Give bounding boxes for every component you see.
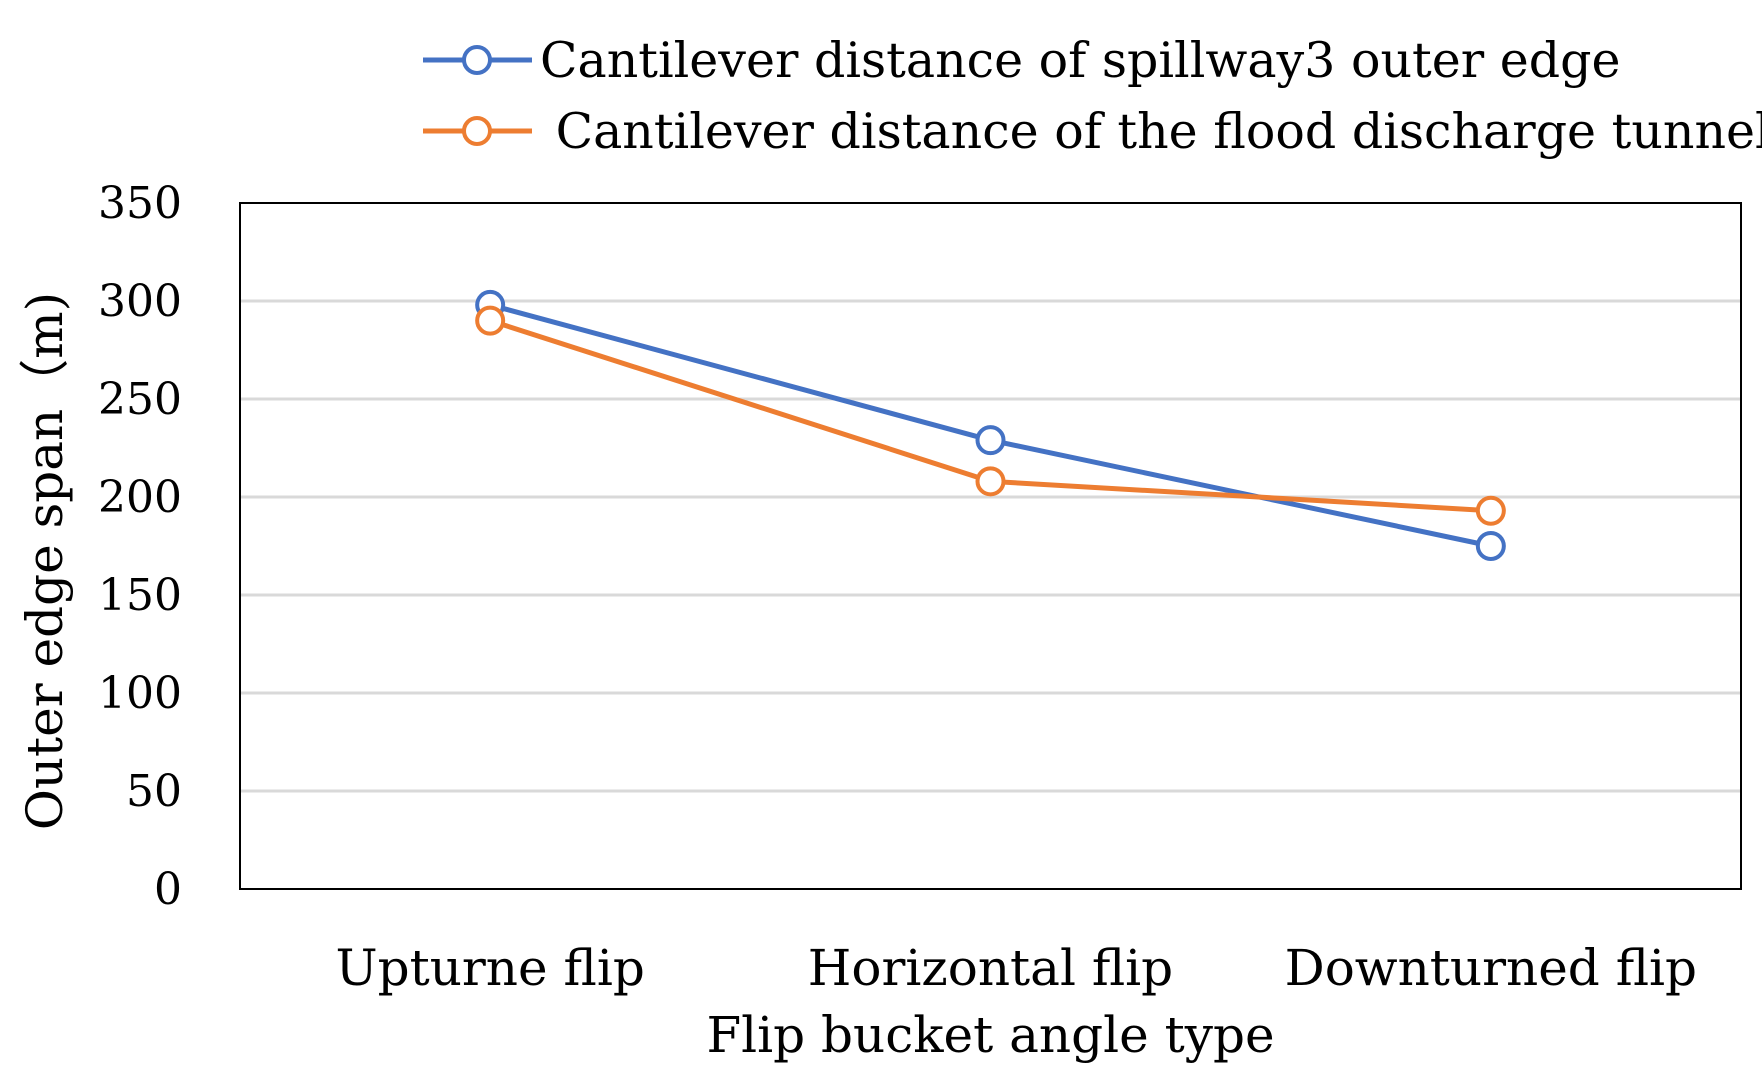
data-point-marker: [975, 425, 1006, 456]
legend-item-1: Cantilever distance of spillway3 outer e…: [423, 32, 1620, 89]
y-tick-label: 200: [98, 472, 182, 523]
legend-label: Cantilever distance of the flood dischar…: [540, 103, 1762, 160]
y-tick-label: 100: [98, 668, 182, 719]
data-point-marker: [1475, 531, 1506, 561]
y-tick-label: 0: [154, 864, 182, 915]
y-tick-label: 350: [98, 178, 182, 229]
x-category-label: Downturned flip: [1285, 939, 1697, 997]
series-1: [475, 289, 1506, 561]
y-tick-label: 250: [98, 374, 182, 425]
data-point-marker: [475, 305, 506, 336]
y-axis-ticks: 0 50 100 150 200 250 300 350: [98, 178, 182, 915]
x-category-label: Upturne flip: [335, 939, 644, 997]
y-tick-label: 300: [98, 276, 182, 327]
legend-marker-swatch: [462, 45, 492, 75]
y-axis-title: Outer edge span（m): [16, 292, 74, 830]
legend-marker-swatch: [462, 116, 492, 146]
series-2: [475, 305, 1506, 526]
gridlines: [240, 299, 1741, 793]
plot-area-frame: [239, 202, 1742, 890]
y-tick-label: 150: [98, 570, 182, 621]
data-point-marker: [975, 466, 1006, 497]
legend: Cantilever distance of spillway3 outer e…: [423, 32, 1762, 160]
y-tick-label: 50: [126, 766, 182, 817]
legend-label: Cantilever distance of spillway3 outer e…: [540, 32, 1620, 89]
series-layer: [475, 289, 1506, 561]
x-axis-categories: Upturne flip Horizontal flip Downturned fl…: [335, 939, 1697, 997]
x-axis-title: Flip bucket angle type: [706, 1006, 1274, 1064]
x-category-label: Horizontal flip: [808, 939, 1173, 997]
data-point-marker: [1475, 495, 1506, 526]
legend-item-2: Cantilever distance of the flood dischar…: [423, 103, 1762, 160]
